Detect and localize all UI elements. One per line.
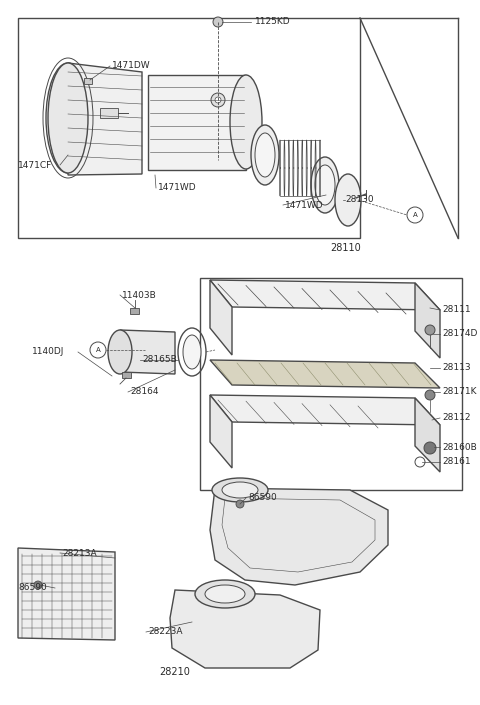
Ellipse shape — [46, 63, 90, 173]
Text: 86590: 86590 — [18, 584, 47, 592]
Text: 28213A: 28213A — [62, 548, 96, 558]
Ellipse shape — [311, 157, 339, 213]
Ellipse shape — [230, 75, 262, 169]
Ellipse shape — [213, 17, 223, 27]
Circle shape — [90, 342, 106, 358]
Ellipse shape — [255, 133, 275, 177]
Text: A: A — [96, 347, 100, 353]
Text: 28130: 28130 — [345, 195, 373, 204]
Text: 11403B: 11403B — [122, 290, 157, 300]
Polygon shape — [170, 590, 320, 668]
Text: 28210: 28210 — [159, 667, 191, 677]
Text: 1471WD: 1471WD — [285, 200, 324, 209]
Text: 28111: 28111 — [442, 305, 470, 314]
Polygon shape — [210, 280, 232, 355]
Ellipse shape — [205, 585, 245, 603]
Text: 1125KD: 1125KD — [255, 18, 290, 27]
Bar — [100, 108, 118, 118]
Ellipse shape — [425, 390, 435, 400]
Polygon shape — [210, 488, 388, 585]
Circle shape — [407, 207, 423, 223]
Ellipse shape — [335, 174, 361, 226]
Text: 28113: 28113 — [442, 364, 470, 372]
Text: 1471WD: 1471WD — [158, 183, 197, 192]
Text: 28223A: 28223A — [148, 627, 182, 637]
Ellipse shape — [236, 500, 244, 508]
Bar — [148, 75, 246, 170]
Bar — [200, 278, 462, 490]
Polygon shape — [18, 548, 115, 640]
Polygon shape — [415, 283, 440, 358]
Ellipse shape — [212, 478, 268, 502]
Polygon shape — [210, 395, 440, 425]
Text: 28161: 28161 — [442, 458, 470, 467]
Text: 28174D: 28174D — [442, 329, 478, 338]
Polygon shape — [210, 280, 440, 310]
Ellipse shape — [424, 442, 436, 454]
Ellipse shape — [195, 580, 255, 608]
Text: 86590: 86590 — [248, 493, 277, 503]
Text: 28110: 28110 — [330, 243, 361, 253]
Ellipse shape — [108, 330, 132, 374]
Bar — [18, 18, 360, 238]
Ellipse shape — [315, 165, 335, 205]
Polygon shape — [210, 360, 440, 388]
Text: 28171K: 28171K — [442, 388, 477, 396]
Bar — [84, 78, 92, 84]
Polygon shape — [120, 330, 175, 374]
Ellipse shape — [34, 581, 42, 589]
Ellipse shape — [48, 63, 88, 173]
Polygon shape — [415, 398, 440, 472]
Text: 28164: 28164 — [130, 388, 158, 396]
Polygon shape — [68, 63, 142, 175]
Text: 28165B: 28165B — [142, 355, 177, 364]
Bar — [130, 308, 139, 314]
Ellipse shape — [222, 482, 258, 498]
Text: 1471DW: 1471DW — [112, 61, 151, 70]
Text: 1471CF: 1471CF — [18, 161, 52, 169]
Ellipse shape — [54, 76, 82, 160]
Ellipse shape — [211, 93, 225, 107]
Bar — [122, 372, 131, 378]
Text: 1140DJ: 1140DJ — [32, 348, 64, 357]
Text: 28160B: 28160B — [442, 443, 477, 451]
Ellipse shape — [425, 325, 435, 335]
Polygon shape — [210, 395, 232, 468]
Text: A: A — [413, 212, 418, 218]
Text: 28112: 28112 — [442, 414, 470, 422]
Ellipse shape — [215, 97, 221, 103]
Ellipse shape — [183, 335, 201, 369]
Ellipse shape — [251, 125, 279, 185]
